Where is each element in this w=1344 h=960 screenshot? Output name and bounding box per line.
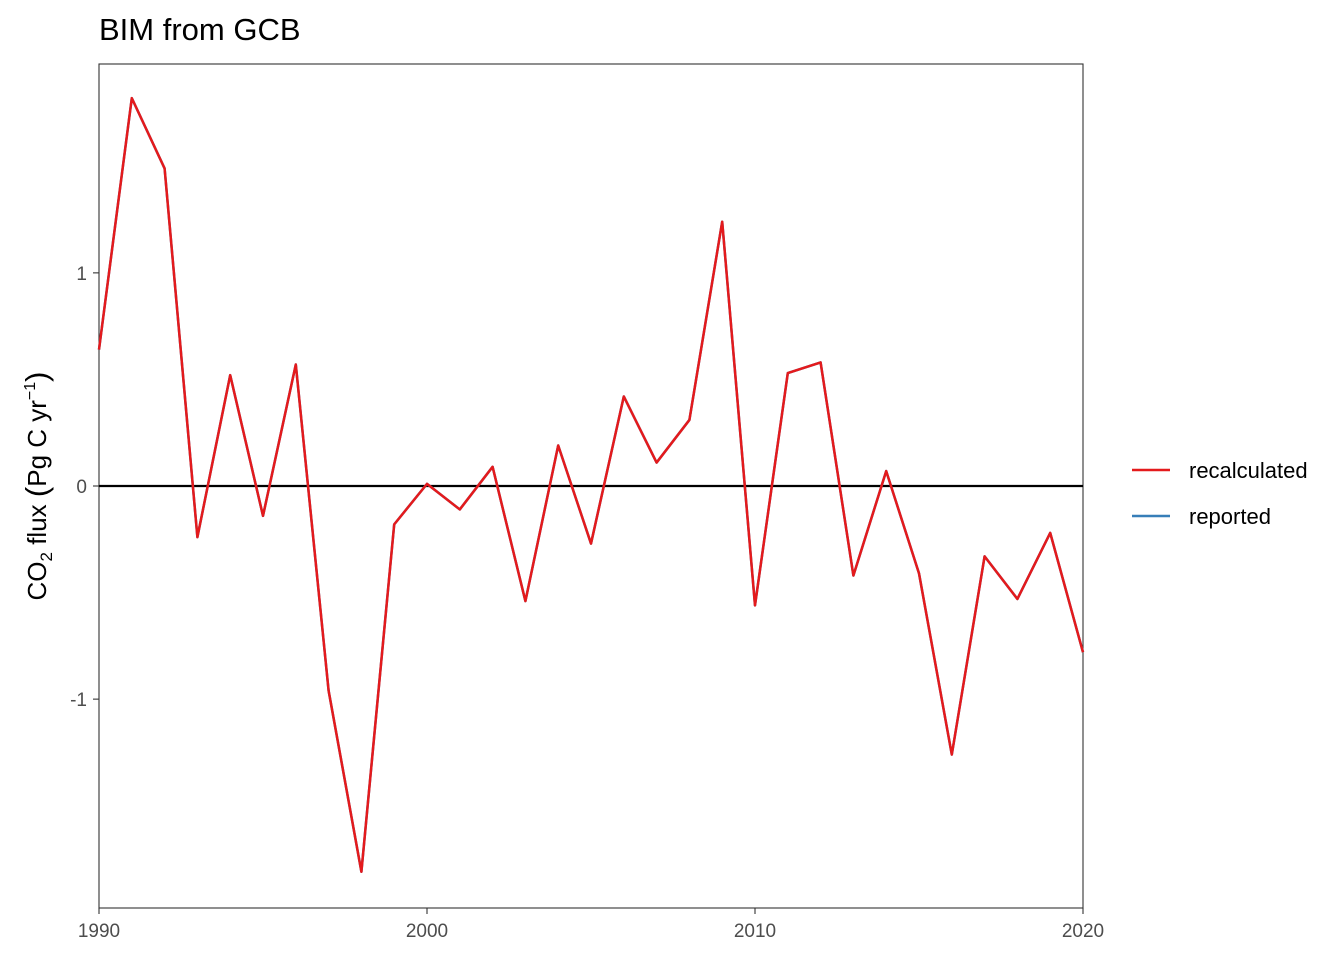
y-tick-label: 1: [76, 264, 87, 285]
chart-title: BIM from GCB: [99, 12, 301, 47]
x-tick-label: 2000: [406, 921, 448, 942]
legend-label-reported: reported: [1189, 504, 1271, 529]
x-tick-label: 2010: [734, 921, 776, 942]
y-axis-label-close: ): [19, 372, 54, 382]
y-axis-label-pre: CO: [22, 561, 52, 600]
y-axis-label-sup: −1: [22, 382, 39, 400]
y-axis-label-unit: Pg C yr: [22, 400, 52, 487]
y-axis-label-mid: flux: [22, 497, 52, 552]
y-axis-label: CO2 flux (Pg C yr−1): [19, 372, 56, 601]
x-tick-label: 2020: [1062, 921, 1104, 942]
y-tick-label: -1: [70, 690, 87, 711]
legend: recalculated reported: [1132, 458, 1308, 529]
series-line-recalculated: [97, 96, 1085, 874]
x-tick-label: 1990: [78, 921, 120, 942]
legend-label-recalculated: recalculated: [1189, 458, 1308, 483]
y-axis-label-sub: 2: [37, 552, 56, 561]
y-axis-label-open: (: [19, 486, 54, 497]
y-tick-label: 0: [76, 477, 87, 498]
